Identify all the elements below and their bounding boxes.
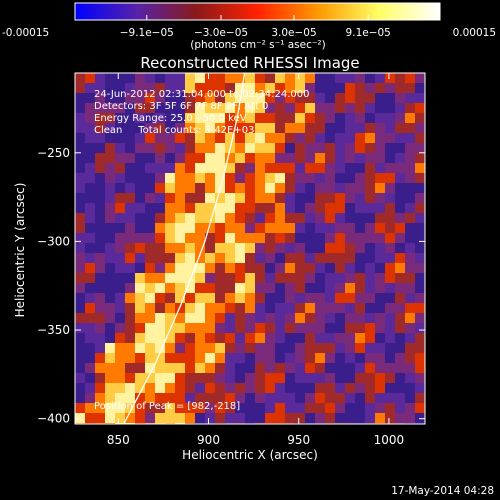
x-axis-label: Heliocentric X (arcsec) [182,448,318,462]
solar-limb-line [123,73,246,424]
y-tick-label: −400 [37,412,70,426]
colorbar-gradient [74,2,441,21]
x-tick-label: 900 [197,433,220,447]
plot-frame [74,72,426,425]
y-axis-ticks: −250 −300 −350 −400 [37,146,425,426]
colorbar-tick-label: 3.0e−05 [271,27,316,39]
y-tick-label: −250 [37,146,70,160]
annotation-detectors: Detectors: 3F 5F 6F 7F 8F 9F, Att 0 [94,101,268,112]
x-tick-label: 950 [287,433,310,447]
y-axis-label: Heliocentric Y (arcsec) [13,183,27,318]
colorbar-ticks: -0.00015 −9.1e−05 −3.0e−05 3.0e−05 9.1e−05 0.… [2,15,496,39]
annotation-time-range: 24-Jun-2012 02:31:04.000 to 02:34:24.000 [94,89,310,100]
peak-position-label: Position of Peak = [982,-218] [94,401,240,412]
x-tick-label: 1000 [374,433,405,447]
annotation-block: 24-Jun-2012 02:31:04.000 to 02:34:24.000… [94,89,310,412]
colorbar: -0.00015 −9.1e−05 −3.0e−05 3.0e−05 9.1e−05 0.… [2,2,496,51]
colorbar-tick-label: −9.1e−05 [120,27,174,39]
x-axis-ticks: 850 900 950 1000 [107,73,404,447]
colorbar-tick-label: 0.00015 [453,27,496,39]
x-tick-label: 850 [107,433,130,447]
y-tick-label: −300 [37,234,70,248]
plot-area: 850 900 950 1000 −250 −300 −350 −400 [37,72,426,447]
heatmap-image [75,73,425,424]
footer-timestamp: 17-May-2014 04:28 [391,485,494,497]
colorbar-tick-label: −3.0e−05 [194,27,248,39]
annotation-energy-range: Energy Range: 25.0 - 50.0 keV [94,113,247,124]
colorbar-tick-label: 9.1e−05 [346,27,391,39]
colorbar-tick-label: -0.00015 [2,27,49,39]
y-tick-label: −350 [37,323,70,337]
colorbar-unit-label: (photons cm⁻² s⁻¹ asec⁻²) [190,39,325,51]
annotation-clean-counts: Clean Total counts: 3.42E+03 [94,125,254,136]
chart-title: Reconstructed RHESSI Image [140,54,359,72]
